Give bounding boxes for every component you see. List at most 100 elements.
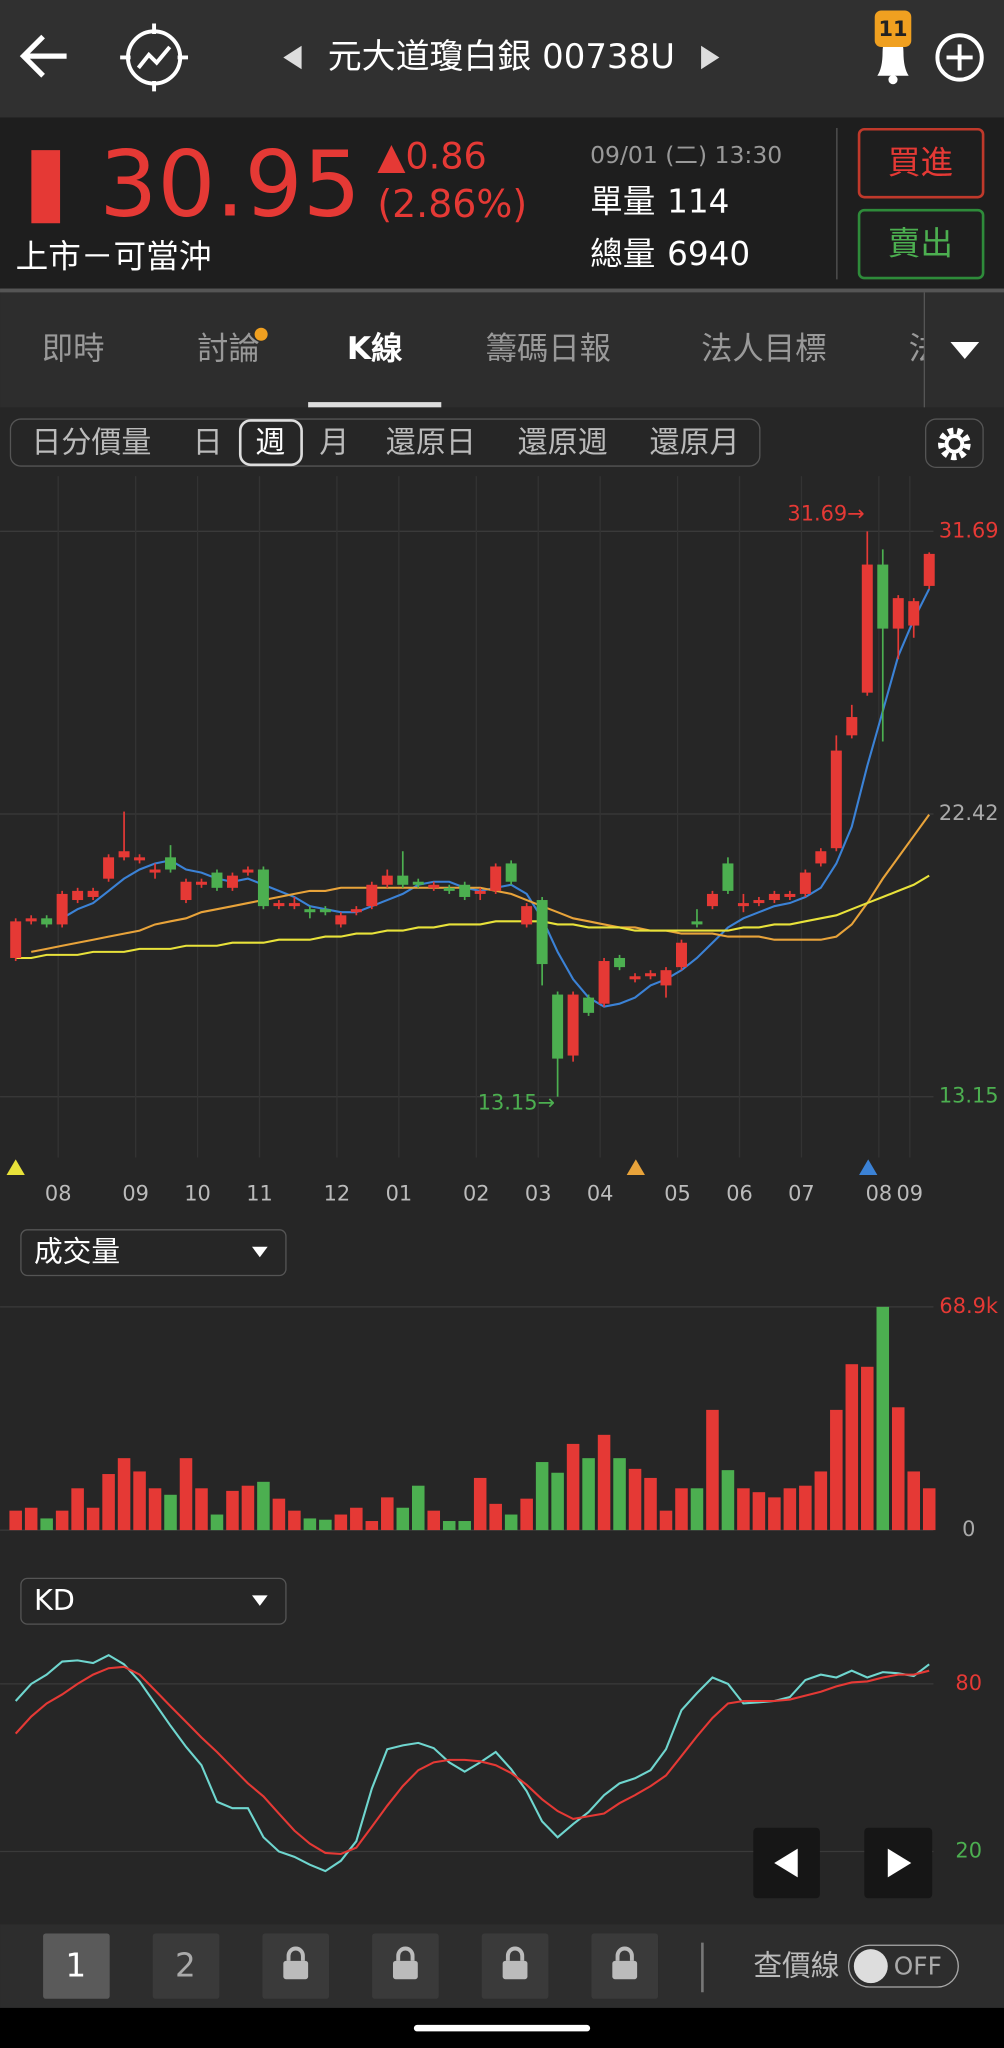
candle-body — [288, 903, 300, 907]
volume-bar — [830, 1409, 843, 1531]
price-line-label: 查價線 — [753, 1948, 839, 1982]
candle-body — [87, 890, 99, 897]
volume-bar — [922, 1488, 936, 1531]
volume-bar — [365, 1521, 379, 1531]
volume-bar — [613, 1458, 626, 1531]
volume-bar — [427, 1510, 441, 1531]
volume-bar — [520, 1498, 533, 1531]
period[interactable]: 還原日 — [386, 425, 476, 460]
candle-body — [134, 857, 146, 861]
page-button[interactable] — [152, 1933, 220, 1999]
candle-body — [350, 909, 362, 913]
candle-body — [443, 887, 455, 891]
period[interactable]: 日 — [193, 425, 223, 460]
extreme-label: 31.69→ — [787, 501, 864, 525]
period-selected — [238, 419, 303, 467]
y-tick-label: 80 — [955, 1671, 982, 1695]
candle-body — [676, 942, 687, 968]
volume-bar — [350, 1507, 363, 1531]
add-button[interactable] — [935, 33, 984, 82]
settings-button[interactable] — [924, 418, 984, 469]
candle-body — [165, 857, 177, 870]
volume-bar — [737, 1488, 750, 1531]
single-volume-label: 單量 — [590, 183, 655, 221]
candle-body — [768, 893, 780, 901]
tab[interactable]: 籌碼日報 — [486, 331, 611, 367]
moving-average — [15, 874, 930, 960]
locked-pages[interactable] — [262, 1933, 659, 1999]
extreme-label: 13.15→ — [478, 1090, 555, 1114]
indicator-select[interactable] — [20, 1577, 287, 1625]
volume-bar — [303, 1518, 317, 1531]
candle-body — [815, 851, 827, 864]
candle-body — [118, 851, 130, 858]
sell-label: 賣出 — [888, 224, 953, 262]
candle-body — [428, 884, 440, 888]
volume-bar — [272, 1498, 286, 1531]
indicator-select[interactable] — [20, 1229, 287, 1277]
volume-bar — [675, 1488, 688, 1531]
x-tick-label: 11 — [246, 1182, 273, 1206]
indicator-name: KD — [34, 1583, 75, 1617]
sell-button[interactable] — [857, 208, 985, 280]
x-tick-label: 06 — [726, 1182, 753, 1206]
candle-body — [10, 921, 22, 958]
price-change: ▲0.86 — [377, 134, 486, 177]
tab-active[interactable]: K線 — [347, 331, 403, 367]
candle-body — [861, 564, 873, 693]
volume-bar — [71, 1488, 84, 1531]
period[interactable]: 還原月 — [650, 425, 740, 460]
candle-body — [242, 869, 254, 873]
period[interactable]: 日分價量 — [31, 425, 151, 460]
candle-body — [598, 961, 610, 1004]
volume-bar — [288, 1510, 301, 1531]
candle-body — [521, 906, 533, 925]
tab[interactable]: 法人目標 — [701, 331, 826, 367]
volume-bar — [566, 1443, 580, 1531]
candle-body — [319, 909, 331, 913]
candle-body — [877, 564, 889, 629]
y-tick-label: 13.15 — [939, 1084, 999, 1108]
chart-icon[interactable] — [120, 23, 189, 92]
marker — [626, 1159, 645, 1175]
price-change-percent: (2.86%) — [377, 182, 527, 226]
tab[interactable]: 即時 — [42, 331, 105, 367]
arrow — [774, 1848, 798, 1878]
page-button[interactable] — [43, 1933, 110, 1999]
candle-body — [196, 881, 207, 885]
candle-body — [149, 869, 161, 873]
candle-body — [614, 957, 626, 968]
arrow — [887, 1848, 912, 1878]
volume-bar — [9, 1510, 22, 1531]
period-bar — [9, 418, 761, 467]
quote-time: 09/01 (二) 13:30 — [590, 141, 782, 169]
x-tick-label: 08 — [866, 1182, 893, 1206]
tab[interactable]: 法 — [909, 331, 940, 367]
candle-body — [103, 857, 115, 879]
period[interactable]: 還原週 — [518, 425, 608, 460]
tab-dropdown[interactable] — [950, 342, 980, 360]
buy-button[interactable] — [857, 127, 985, 199]
volume-bar — [442, 1521, 456, 1531]
period[interactable]: 月 — [319, 425, 349, 460]
volume-bar — [628, 1468, 642, 1531]
next-stock[interactable] — [701, 45, 720, 70]
candle-body — [490, 866, 502, 891]
candle-body — [892, 598, 904, 629]
market-type: 上市－可當沖 — [16, 237, 212, 275]
gear-icon — [938, 427, 971, 461]
volume-bar — [133, 1471, 146, 1531]
volume-bar — [411, 1485, 425, 1531]
volume-bar — [814, 1471, 828, 1531]
tab[interactable]: 討論 — [197, 331, 260, 367]
moving-average — [31, 814, 931, 953]
y-tick-label: 31.69 — [939, 518, 999, 542]
candle-body — [706, 893, 718, 907]
volume-bar — [690, 1488, 704, 1531]
back-button[interactable] — [19, 34, 67, 78]
bell-icon[interactable] — [874, 10, 912, 85]
candle-body — [25, 918, 37, 922]
prev-stock[interactable] — [283, 45, 302, 70]
period[interactable]: 週 — [255, 425, 285, 460]
